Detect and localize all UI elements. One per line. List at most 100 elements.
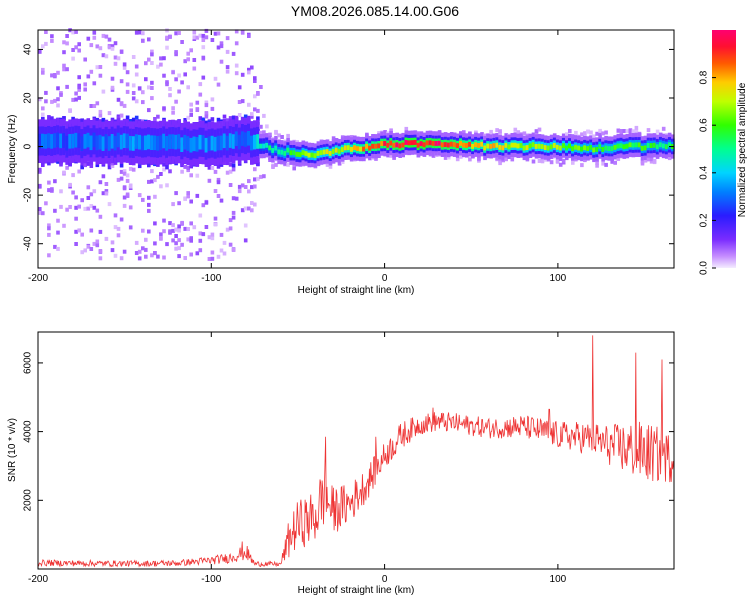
spectrogram-cell bbox=[86, 36, 91, 41]
spectrogram-cell bbox=[313, 153, 318, 159]
spectrogram-cell bbox=[44, 99, 48, 104]
spectrogram-cell bbox=[286, 162, 290, 167]
spectrogram-cell bbox=[189, 199, 193, 204]
spectrogram-cell bbox=[198, 33, 203, 38]
spectrogram-cell bbox=[131, 55, 136, 59]
spectrogram-cell bbox=[595, 131, 599, 136]
spectrogram-cell bbox=[646, 157, 651, 162]
spectrogram-cell bbox=[628, 128, 633, 133]
spectrogram-cell bbox=[495, 128, 499, 133]
spectrogram-cell bbox=[210, 106, 215, 111]
spectrogram-cell bbox=[47, 226, 51, 231]
spectrogram-cell bbox=[201, 55, 206, 60]
spectrogram-cell bbox=[177, 254, 181, 259]
spectrogram-cell bbox=[89, 104, 94, 108]
spectrogram-cell bbox=[168, 221, 172, 226]
spectrogram-cell bbox=[41, 44, 45, 49]
spectrogram-cell bbox=[607, 146, 611, 152]
spectrogram-cell bbox=[174, 99, 178, 104]
spectrogram-cell bbox=[189, 236, 193, 241]
spectrogram-cell bbox=[440, 142, 445, 148]
spectrogram-cell bbox=[395, 142, 399, 148]
snr-x-tick-label: -100 bbox=[201, 574, 221, 585]
spectrogram-cell bbox=[165, 242, 169, 247]
spectrogram-cell bbox=[101, 53, 106, 58]
spectrogram-cell bbox=[250, 135, 254, 151]
spectrogram-cell bbox=[122, 186, 127, 191]
snr-x-tick-label: -200 bbox=[28, 574, 48, 585]
spectrogram-cell bbox=[362, 146, 366, 152]
spectrogram-cell bbox=[522, 131, 527, 136]
colorbar-gradient bbox=[712, 30, 736, 268]
spectrogram-cell bbox=[147, 195, 151, 200]
spectrogram-cell bbox=[68, 182, 72, 187]
spectrogram-cell bbox=[389, 128, 393, 133]
spectrogram-cell bbox=[198, 116, 203, 121]
spectrogram-cell bbox=[259, 174, 263, 179]
spectrogram-cell bbox=[558, 162, 563, 167]
spectrogram-cell bbox=[168, 229, 172, 234]
spectrogram-cell bbox=[561, 158, 566, 163]
spectrogram-cell bbox=[289, 150, 293, 156]
spectrogram-cell bbox=[216, 177, 221, 182]
spectrogram-cell bbox=[446, 155, 451, 160]
spectrogram-y-ticks: -40 -20 0 20 40 bbox=[23, 43, 674, 251]
spectrogram-cell bbox=[77, 85, 81, 90]
colorbar-tick-label: 0.6 bbox=[699, 118, 710, 132]
spectrogram-cell bbox=[131, 117, 136, 122]
spectrogram-cell bbox=[365, 143, 369, 149]
spectrogram-cell bbox=[80, 118, 84, 123]
spectrogram-cell bbox=[150, 135, 154, 150]
spectrogram-cell bbox=[304, 151, 309, 157]
spectrogram-x-tick-label: -200 bbox=[28, 273, 48, 284]
spectrogram-cell bbox=[549, 160, 554, 165]
colorbar-tick-label: 0.0 bbox=[699, 261, 710, 275]
spectrogram-cell bbox=[253, 134, 257, 150]
spectrogram-cell bbox=[171, 134, 175, 149]
spectrogram-cell bbox=[274, 129, 278, 134]
spectrogram-cell bbox=[189, 112, 193, 117]
spectrogram-cell bbox=[162, 167, 166, 172]
spectrogram-cell bbox=[649, 143, 654, 148]
spectrogram-cell bbox=[74, 29, 78, 34]
spectrogram-cell bbox=[147, 179, 151, 184]
snr-x-label: Height of straight line (km) bbox=[298, 585, 415, 596]
spectrogram-cell bbox=[38, 167, 42, 172]
spectrogram-cell bbox=[77, 95, 81, 100]
spectrogram-cell bbox=[371, 143, 375, 149]
spectrogram-cell bbox=[44, 134, 48, 149]
spectrogram-cell bbox=[122, 171, 127, 176]
spectrogram-cell bbox=[568, 129, 572, 133]
spectrogram-cell bbox=[253, 107, 257, 112]
spectrogram-cell bbox=[250, 65, 254, 70]
spectrogram-cell bbox=[619, 143, 624, 149]
spectrogram-cell bbox=[240, 99, 245, 104]
spectrogram-cell bbox=[571, 134, 575, 139]
spectrogram-cell bbox=[534, 129, 539, 134]
spectrogram-cell bbox=[459, 140, 463, 146]
spectrogram-cell bbox=[237, 113, 242, 117]
spectrogram-cell bbox=[77, 169, 81, 174]
spectrogram-cell bbox=[65, 67, 69, 72]
spectrogram-cell bbox=[531, 142, 536, 148]
spectrogram-cell bbox=[177, 238, 181, 243]
spectrogram-cell bbox=[168, 134, 172, 149]
spectrogram-cell bbox=[65, 34, 69, 38]
spectrogram-cell bbox=[125, 70, 130, 75]
spectrogram-cell bbox=[240, 208, 245, 213]
spectrogram-y-tick-label: 0 bbox=[23, 143, 34, 149]
spectrogram-cell bbox=[189, 108, 193, 113]
spectrogram-cell bbox=[231, 196, 236, 201]
spectrogram-cell bbox=[195, 251, 200, 256]
spectrogram-cell bbox=[192, 136, 197, 152]
spectrogram-cell bbox=[113, 61, 118, 66]
spectrogram-cell bbox=[234, 29, 239, 34]
spectrogram-cell bbox=[150, 61, 154, 65]
spectrogram-cell bbox=[171, 228, 175, 233]
spectrogram-cell bbox=[95, 243, 100, 248]
spectrogram-cell bbox=[519, 143, 524, 148]
spectrogram-cell bbox=[137, 30, 142, 35]
spectrogram-cell bbox=[177, 224, 181, 229]
spectrogram-cell bbox=[531, 159, 536, 164]
spectrogram-cell bbox=[110, 46, 115, 51]
